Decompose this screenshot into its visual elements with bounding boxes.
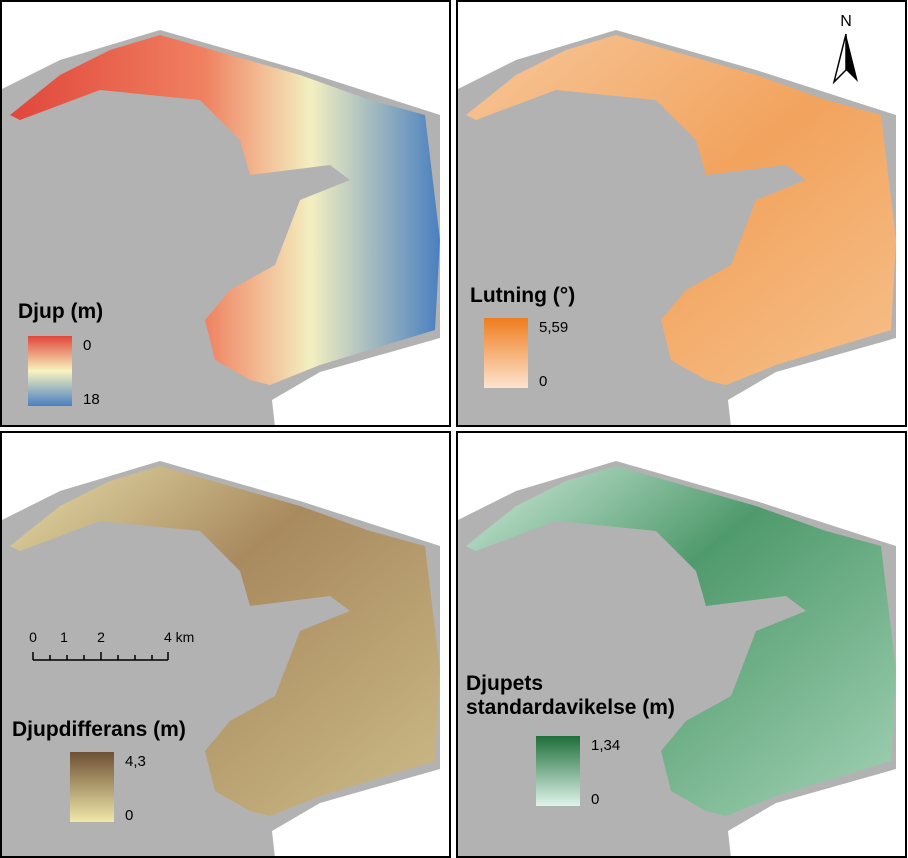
map-panel <box>0 431 451 858</box>
legend-title: Djupdifferans (m) <box>12 718 186 741</box>
legend-min: 18 <box>83 391 100 408</box>
legend-max: 0 <box>83 337 91 354</box>
legend-title: Lutning (°) <box>470 284 575 307</box>
panel-border <box>456 0 907 427</box>
map-panel <box>0 0 451 427</box>
scale-label: 0 <box>29 629 37 645</box>
panel-border <box>0 431 451 858</box>
legend-ramp <box>484 318 528 388</box>
scale-label: 4 km <box>164 629 194 645</box>
legend-ramp <box>536 736 580 806</box>
legend-title: Djup (m) <box>18 300 103 323</box>
scale-label: 2 <box>97 629 105 645</box>
map-panel <box>456 431 907 858</box>
legend-ramp <box>70 752 114 822</box>
legend-title: Djupets <box>466 672 543 695</box>
legend-min: 0 <box>591 791 599 808</box>
legend-max: 1,34 <box>591 737 620 754</box>
panel-border <box>0 0 451 427</box>
scale-bar <box>32 652 169 661</box>
legend-max: 4,3 <box>125 753 146 770</box>
scale-label: 1 <box>60 629 68 645</box>
legend-min: 0 <box>125 807 133 824</box>
map-panel <box>456 0 907 427</box>
panel-border <box>456 431 907 858</box>
north-label: N <box>840 13 852 30</box>
legend-min: 0 <box>539 373 547 390</box>
north-arrow: N <box>832 13 858 85</box>
legend-max: 5,59 <box>539 319 568 336</box>
legend-title: standardavikelse (m) <box>466 696 675 719</box>
legend-ramp <box>28 336 72 406</box>
